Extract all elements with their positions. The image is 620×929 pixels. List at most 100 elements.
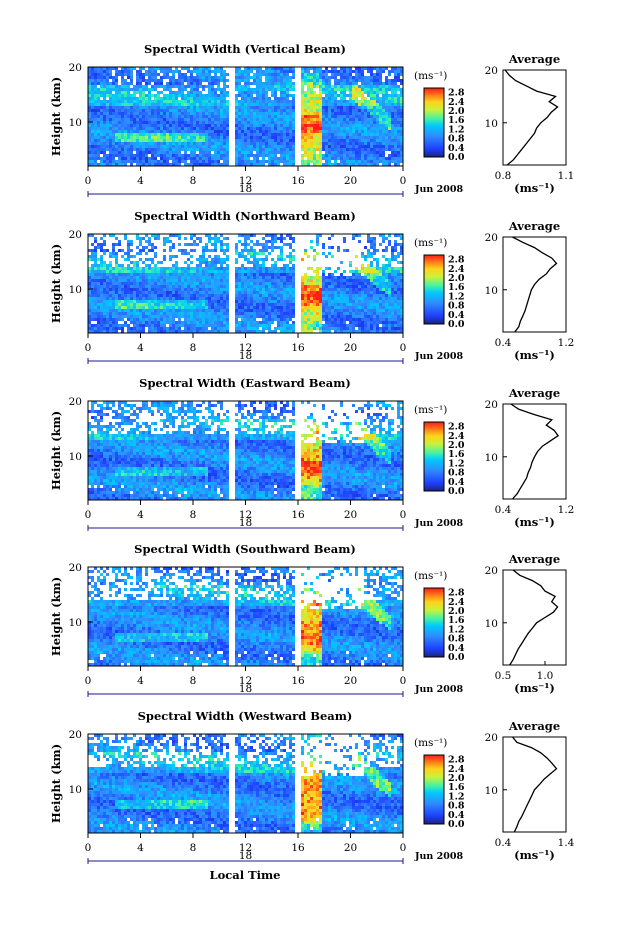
- colorbar-tick-label: 0.4: [448, 477, 465, 488]
- colorbar-tick-label: 2.8: [448, 255, 465, 266]
- day-axis-caps: [87, 858, 404, 864]
- colorbar-tick-label: 1.2: [448, 291, 465, 302]
- y-axis-label: Height (km): [49, 77, 63, 156]
- colorbar-tick-label: 1.2: [448, 124, 465, 135]
- x-tick-label: 8: [190, 842, 197, 854]
- colorbar-tick-label: 0.0: [448, 319, 465, 330]
- y-tick-label: 10: [69, 617, 82, 629]
- day-axis-caps: [87, 691, 404, 697]
- x-tick-label: 0: [400, 509, 407, 521]
- colorbar-tick-label: 0.8: [448, 134, 465, 145]
- day-label: 18: [239, 350, 252, 362]
- colorbar-tick-label: 1.6: [448, 782, 465, 793]
- colorbar-tick-label: 1.6: [448, 115, 465, 126]
- heatmap-field: [88, 567, 403, 666]
- x-tick-label: 20: [344, 342, 357, 354]
- average-frame: [502, 69, 567, 166]
- x-tick-label: 0: [85, 675, 92, 687]
- avg-y-tick-label: 20: [485, 65, 498, 77]
- average-title: Average: [508, 52, 560, 66]
- heatmap-field: [88, 734, 403, 833]
- heatmap-field: [88, 401, 403, 500]
- chart-panel: Spectral Width (Southward Beam) 20 10 Heigh…: [49, 542, 567, 697]
- x-tick-label: 0: [85, 842, 92, 854]
- colorbar-tick-label: 0.8: [448, 634, 465, 645]
- avg-y-tick-label: 20: [485, 732, 498, 744]
- x-tick-label: 12: [239, 842, 252, 854]
- colorbar-unit: (ms⁻¹): [414, 404, 447, 416]
- average-frame: [502, 236, 567, 333]
- avg-x-tick-label: 0.4: [495, 837, 512, 849]
- avg-x-tick-label: 1.4: [558, 837, 575, 849]
- x-tick-label: 16: [291, 675, 305, 687]
- day-label: 18: [239, 183, 252, 195]
- colorbar-tick-label: 0.4: [448, 143, 465, 154]
- x-tick-label: 0: [400, 342, 407, 354]
- colorbar-tick-label: 2.0: [448, 606, 465, 617]
- colorbar-unit: (ms⁻¹): [414, 70, 447, 82]
- heatmap-field: [88, 67, 403, 166]
- colorbar: [423, 254, 445, 325]
- x-tick-label: 16: [291, 842, 305, 854]
- avg-y-tick-label: 10: [485, 285, 498, 297]
- x-tick-label: 0: [400, 175, 407, 187]
- day-axis-caps: [87, 358, 404, 364]
- day-axis-caps: [87, 191, 404, 197]
- colorbar-unit: (ms⁻¹): [414, 570, 447, 582]
- avg-x-axis-label: (ms⁻¹): [514, 348, 555, 362]
- x-tick-label: 20: [344, 175, 357, 187]
- day-axis-caps: [87, 525, 404, 531]
- colorbar-unit: (ms⁻¹): [414, 237, 447, 249]
- y-tick-label: 10: [69, 451, 82, 463]
- avg-y-tick-label: 10: [485, 785, 498, 797]
- avg-x-tick-label: 0.4: [495, 337, 512, 349]
- x-tick-label: 0: [85, 175, 92, 187]
- avg-x-tick-label: 1.2: [558, 337, 575, 349]
- colorbar-tick-label: 2.0: [448, 106, 465, 117]
- y-axis-label: Height (km): [49, 244, 63, 323]
- colorbar-tick-label: 2.8: [448, 588, 465, 599]
- y-tick-label: 20: [69, 729, 82, 741]
- colorbar-tick-label: 2.4: [448, 264, 465, 275]
- colorbar: [423, 87, 445, 158]
- colorbar-tick-label: 0.8: [448, 468, 465, 479]
- heatmap-field: [88, 234, 403, 333]
- y-tick-label: 10: [69, 117, 82, 129]
- colorbar-tick-label: 1.2: [448, 458, 465, 469]
- x-tick-label: 20: [344, 675, 357, 687]
- x-tick-label: 8: [190, 175, 197, 187]
- x-tick-label: 0: [85, 509, 92, 521]
- avg-y-tick-label: 20: [485, 399, 498, 411]
- x-tick-label: 16: [291, 175, 305, 187]
- chart-panel: Spectral Width (Northward Beam) 20 10 Heigh…: [49, 209, 574, 364]
- colorbar: [423, 421, 445, 492]
- chart-title: Spectral Width (Eastward Beam): [139, 376, 351, 390]
- colorbar-tick-label: 0.4: [448, 643, 465, 654]
- chart-panel: Spectral Width (Eastward Beam) 20 10 Height…: [49, 376, 574, 531]
- chart-panel: Spectral Width (Vertical Beam) 20 10 Height…: [49, 42, 574, 197]
- x-tick-label: 20: [344, 509, 357, 521]
- x-tick-label: 4: [137, 675, 144, 687]
- y-tick-label: 10: [69, 284, 82, 296]
- x-tick-label: 8: [190, 342, 197, 354]
- avg-x-tick-label: 1.1: [558, 170, 575, 182]
- x-axis-label: Local Time: [210, 868, 281, 882]
- colorbar-tick-label: 0.0: [448, 152, 465, 163]
- colorbar-tick-label: 0.0: [448, 819, 465, 830]
- colorbar-tick-label: 0.8: [448, 801, 465, 812]
- day-label: 18: [239, 683, 252, 695]
- colorbar: [423, 754, 445, 825]
- colorbar-tick-label: 0.0: [448, 652, 465, 663]
- y-tick-label: 20: [69, 229, 82, 241]
- y-axis-label: Height (km): [49, 577, 63, 656]
- y-axis-label: Height (km): [49, 411, 63, 490]
- x-tick-label: 12: [239, 675, 252, 687]
- date-label: Jun 2008: [414, 184, 463, 195]
- colorbar-tick-label: 0.4: [448, 810, 465, 821]
- avg-x-axis-label: (ms⁻¹): [514, 681, 555, 695]
- x-tick-label: 4: [137, 175, 144, 187]
- avg-x-axis-label: (ms⁻¹): [514, 848, 555, 862]
- date-label: Jun 2008: [414, 851, 463, 862]
- average-profile-line: [512, 236, 558, 333]
- y-axis-label: Height (km): [49, 744, 63, 823]
